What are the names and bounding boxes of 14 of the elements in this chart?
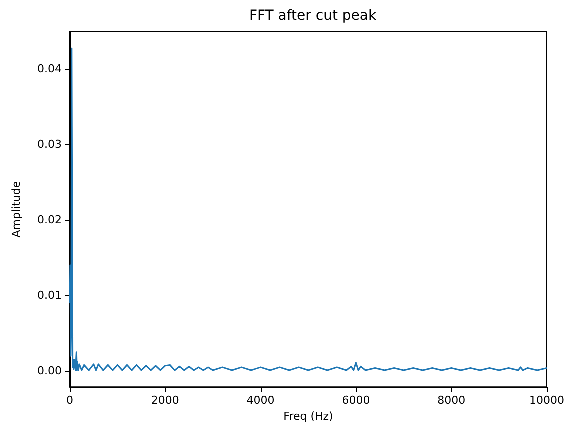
y-tick-label: 0.04 [38,62,62,76]
x-tick-label: 6000 [342,394,370,408]
x-tick-label: 8000 [438,394,466,408]
x-tick-label: 0 [66,394,74,408]
y-tick-label: 0.00 [38,364,62,378]
y-tick-label: 0.01 [38,289,62,302]
y-axis-title: Amplitude [10,181,23,238]
y-tick-label: 0.02 [38,214,62,227]
x-tick-label: 2000 [151,394,180,408]
x-axis-title: Freq (Hz) [284,410,334,423]
chart-title: FFT after cut peak [249,8,378,24]
x-tick-label: 10000 [530,394,564,408]
y-tick-label: 0.03 [38,138,62,152]
x-tick-label: 4000 [246,394,275,408]
